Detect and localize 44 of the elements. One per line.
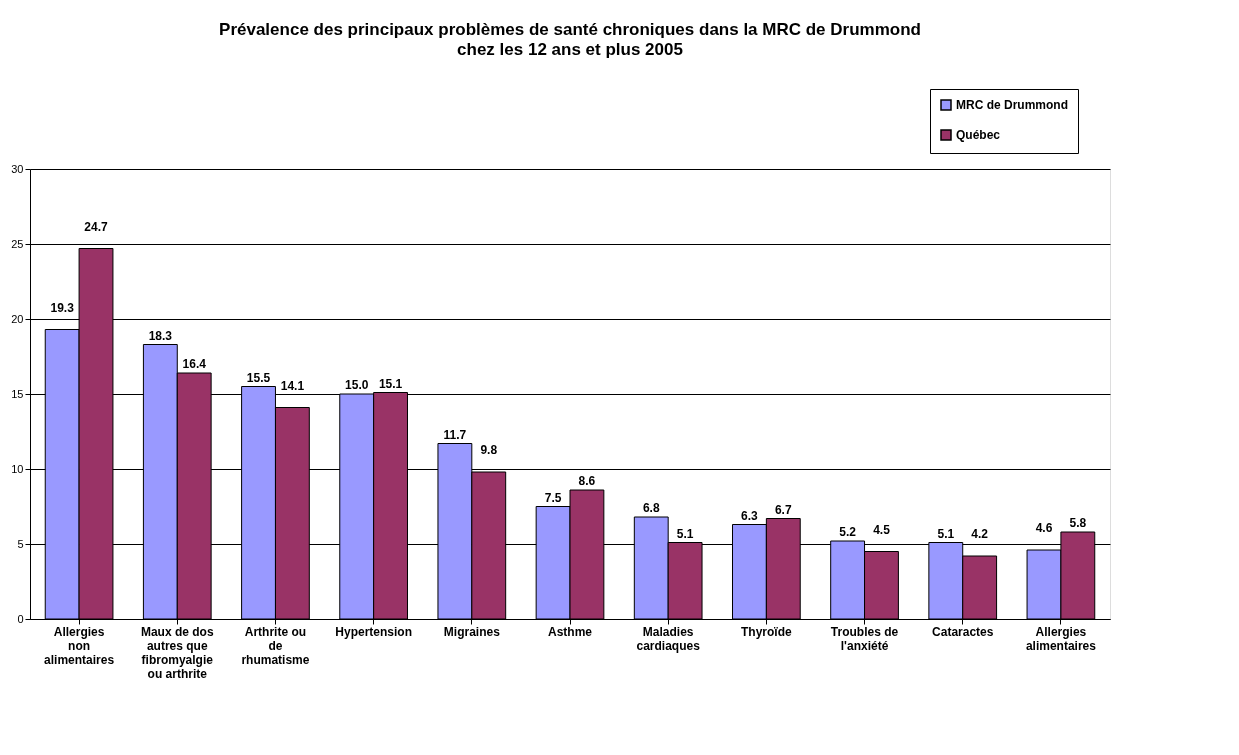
data-label: 4.5 — [873, 522, 891, 537]
chart-subtitle: chez les 12 ans et plus 2005 — [457, 39, 683, 59]
x-tick-label: Thyroïde — [741, 624, 793, 639]
data-label: 9.8 — [480, 443, 498, 457]
data-label: 5.1 — [937, 526, 955, 541]
data-label: 6.8 — [642, 501, 660, 515]
x-tick-label: Arthrite ou de rhumatisme — [241, 624, 310, 667]
x-tick-label: Maux de dos autres que fibromyalgie ou arthrite — [140, 624, 214, 681]
data-label: 15.1 — [378, 376, 403, 391]
x-tick-label: Allergies alimentaires — [1025, 624, 1097, 653]
data-label: 18.3 — [148, 328, 173, 343]
y-tick-label: 30 — [11, 162, 24, 175]
x-tick-label: Asthme — [547, 624, 593, 639]
x-tick-label: Troubles de l'anxiété — [830, 624, 899, 653]
data-label: 5.1 — [676, 526, 694, 541]
y-tick-label: 10 — [11, 462, 24, 475]
data-label: 14.1 — [280, 378, 305, 393]
data-label: 5.8 — [1069, 516, 1087, 530]
data-label: 7.5 — [544, 490, 562, 505]
data-label: 5.2 — [839, 525, 857, 539]
data-label: 16.4 — [182, 357, 207, 371]
data-label: 6.3 — [741, 508, 759, 523]
chart-title: Prévalence des principaux problèmes de santé chroniques dans la MRC de Drummond — [219, 19, 921, 39]
data-label: 6.7 — [774, 502, 792, 517]
y-tick-label: 25 — [11, 237, 24, 250]
data-label: 4.6 — [1035, 521, 1053, 535]
y-tick-label: 0 — [17, 612, 24, 625]
legend-label: Québec — [956, 128, 1001, 142]
data-label: 19.3 — [50, 300, 75, 315]
x-tick-label: Hypertension — [335, 624, 412, 639]
data-label: 24.7 — [84, 219, 109, 234]
data-label: 4.2 — [971, 527, 989, 541]
x-tick-label: Migraines — [443, 624, 501, 639]
y-tick-label: 5 — [17, 537, 24, 550]
y-tick-label: 15 — [11, 387, 24, 400]
x-tick-label: Maladies cardiaques — [636, 624, 701, 653]
data-label: 15.5 — [246, 370, 271, 385]
x-tick-label: Allergies non alimentaires — [44, 624, 115, 667]
y-tick-label: 20 — [11, 312, 24, 325]
data-label: 8.6 — [578, 474, 596, 488]
data-label: 11.7 — [443, 427, 467, 442]
legend-label: MRC de Drummond — [956, 98, 1068, 112]
data-label: 15.0 — [345, 378, 369, 392]
x-tick-label: Cataractes — [932, 624, 994, 639]
